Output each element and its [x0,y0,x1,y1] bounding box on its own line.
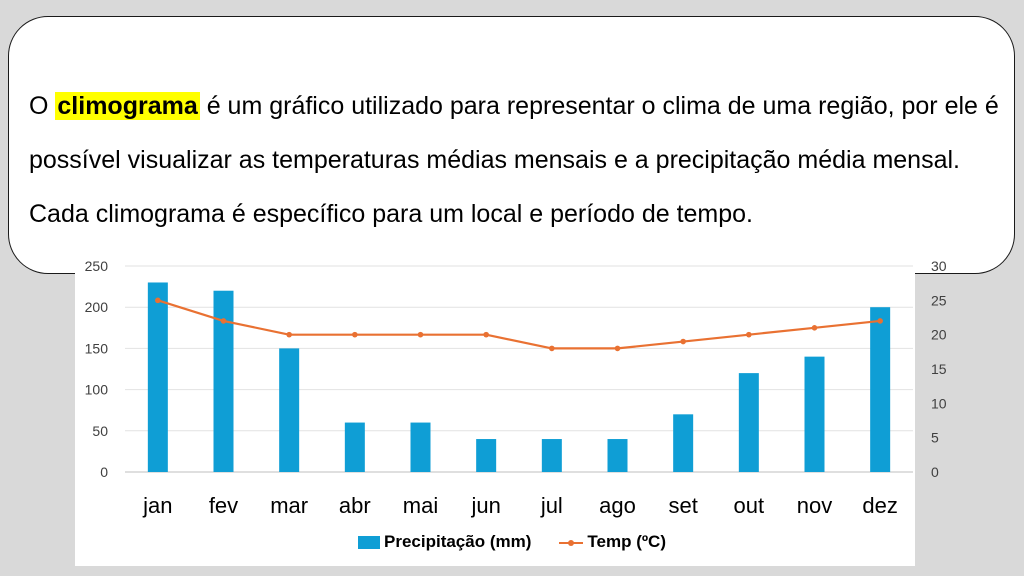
text-after: é um gráfico utilizado para representar … [29,92,999,228]
x-tick-fev: fev [209,493,238,518]
y-right-tick-6: 30 [931,258,947,274]
y-right-tick-1: 5 [931,430,939,446]
bar-mar [279,348,300,472]
legend-label-temperature: Temp (ºC) [587,532,666,551]
temp-point-jun [483,331,489,338]
x-tick-mai: mai [403,493,438,518]
temp-point-jan [155,297,161,304]
y-left-tick-2: 100 [85,382,109,398]
bar-fev [213,290,234,472]
bar-out [738,373,759,472]
legend-item-precipitation: Precipitação (mm) [358,532,531,552]
legend-swatch-line [559,536,584,549]
x-tick-jun: jun [470,493,500,518]
temp-point-mar [286,331,292,338]
y-left-tick-0: 0 [100,464,108,480]
bar-mai [410,422,431,472]
x-tick-abr: abr [339,493,371,518]
bar-dez [870,307,891,472]
x-tick-ago: ago [599,493,636,518]
x-tick-out: out [734,493,765,518]
temp-point-abr [352,331,358,338]
bar-jul [541,439,562,472]
highlighted-term: climograma [55,92,200,120]
y-right-tick-2: 10 [931,395,947,411]
bar-nov [804,356,825,472]
y-right-tick-0: 0 [931,464,939,480]
temp-point-mai [417,331,424,338]
y-right-tick-5: 25 [931,292,947,308]
x-tick-dez: dez [862,493,897,518]
x-tick-set: set [668,493,697,518]
y-left-tick-3: 150 [85,340,109,356]
temp-point-jul [549,345,555,352]
y-right-tick-3: 15 [931,361,947,377]
temp-point-out [746,331,752,338]
temp-point-dez [877,318,883,324]
x-tick-mar: mar [270,493,308,518]
legend-swatch-bar [358,535,380,549]
y-left-tick-5: 250 [85,258,109,274]
y-right-tick-4: 20 [931,327,947,343]
temp-point-ago [614,345,621,352]
temperature-line [157,299,881,350]
x-tick-nov: nov [797,493,832,518]
text-card: O climograma é um gráfico utilizado para… [8,16,1015,274]
text-before: O [29,92,56,120]
bar-jan [147,282,168,472]
bar-set [673,414,694,472]
bar-abr [344,422,365,472]
y-left-tick-1: 50 [92,423,108,439]
x-tick-jan: jan [142,493,172,518]
climograma-description: O climograma é um gráfico utilizado para… [29,79,1004,241]
y-left-tick-4: 200 [85,299,109,315]
legend-item-temperature: Temp (ºC) [559,532,666,552]
x-tick-jul: jul [540,493,563,518]
legend-label-precipitation: Precipitação (mm) [384,532,532,551]
temp-point-set [680,338,686,345]
bar-ago [607,439,628,472]
chart-legend: Precipitação (mm) Temp (ºC) [0,532,1024,552]
temp-point-nov [811,325,818,331]
temp-point-fev [220,318,227,324]
bar-jun [476,439,497,472]
